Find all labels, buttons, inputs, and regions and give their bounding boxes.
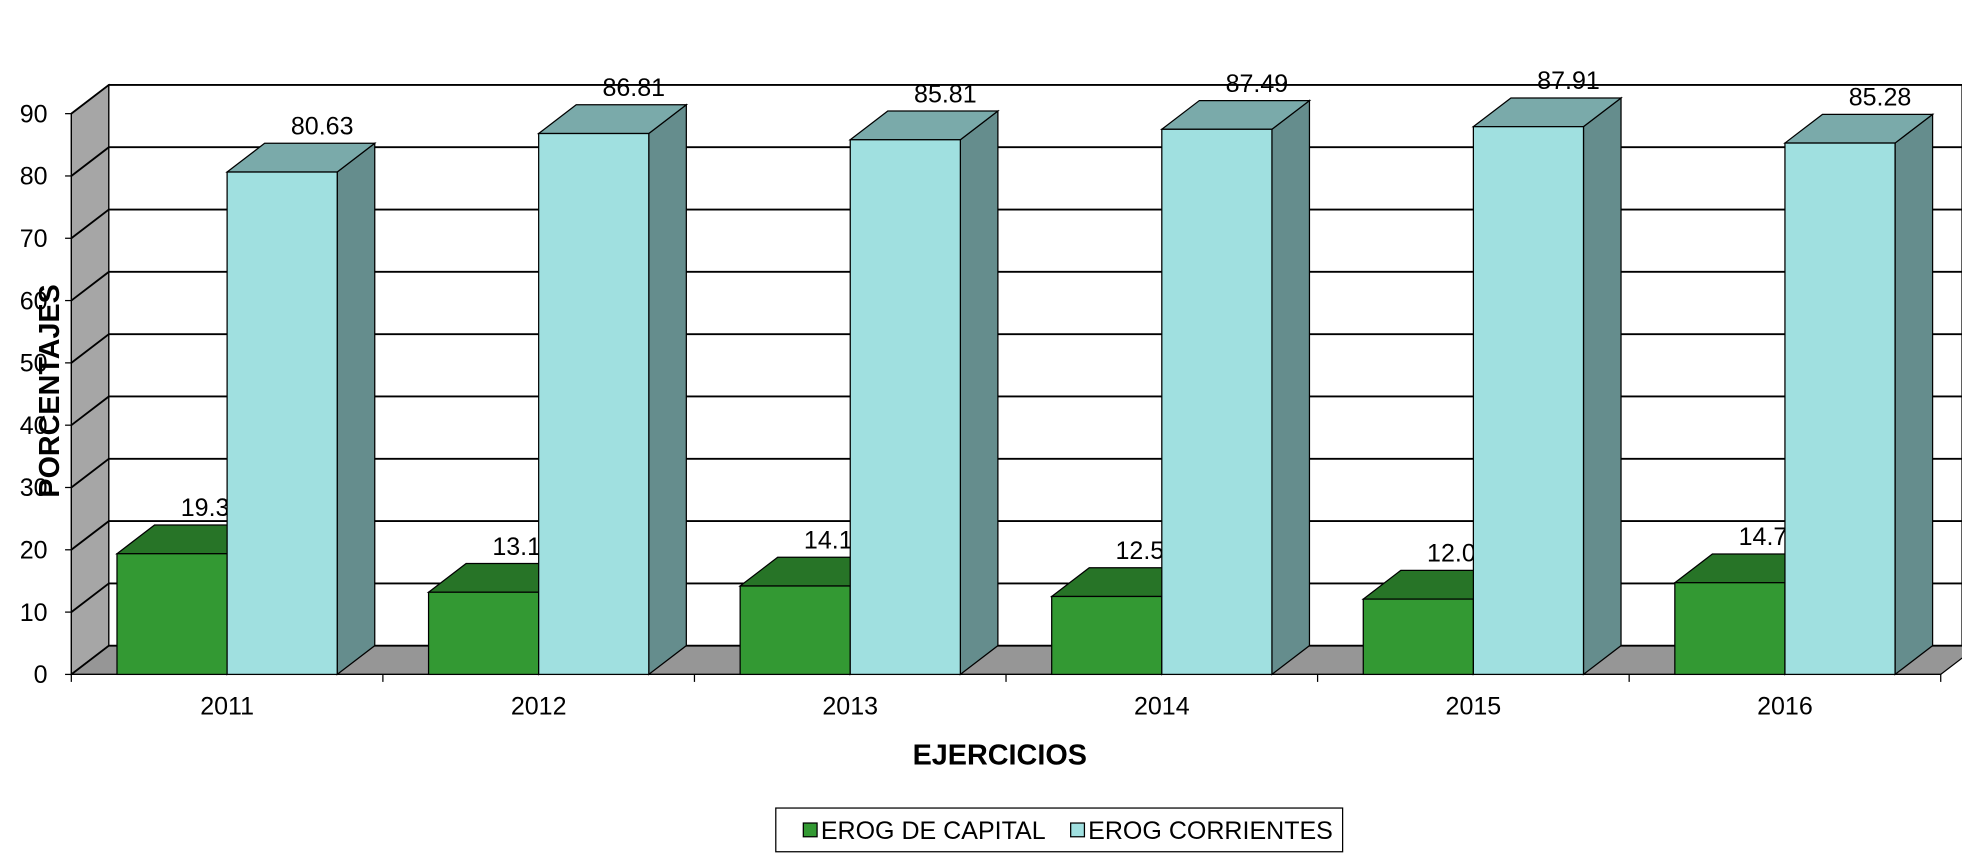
bar-side — [1894, 113, 1934, 676]
grid-line — [70, 520, 1962, 551]
legend-swatch — [802, 822, 818, 838]
bar — [1783, 113, 1935, 676]
y-tick-label: 0 — [34, 661, 48, 689]
bar-front — [427, 591, 540, 676]
bar-front — [1051, 595, 1163, 676]
value-label: 87.49 — [1226, 70, 1289, 98]
x-tick-label: 2013 — [822, 692, 878, 720]
y-tick-label: 60 — [20, 287, 48, 315]
legend: EROG DE CAPITAL EROG CORRIENTES — [775, 807, 1344, 853]
bar — [225, 142, 377, 676]
grid-line — [70, 582, 1962, 613]
value-label: 85.81 — [914, 80, 977, 108]
value-label: 80.63 — [291, 113, 354, 141]
bar-side — [1582, 96, 1622, 676]
y-tick-label: 40 — [20, 412, 48, 440]
grid-line — [70, 644, 1962, 676]
grid-line — [70, 395, 1962, 426]
bar — [536, 103, 689, 676]
bar-front — [1674, 582, 1786, 676]
bar-front — [538, 132, 650, 676]
legend-label: EROG CORRIENTES — [1088, 817, 1333, 845]
left-wall — [70, 83, 110, 676]
bar-front — [116, 553, 228, 676]
y-tick-label: 10 — [20, 599, 48, 627]
x-axis-title: EJERCICIOS — [913, 739, 1087, 771]
legend-box — [775, 807, 1344, 853]
bar-side — [336, 142, 376, 676]
grid-line — [70, 270, 1962, 302]
x-tick-label: 2011 — [200, 692, 254, 720]
y-tick-label: 30 — [20, 474, 48, 502]
y-tick-label: 20 — [20, 537, 48, 565]
value-label: 86.81 — [602, 74, 665, 102]
grid-line — [70, 146, 1962, 177]
value-label: 85.28 — [1849, 84, 1912, 112]
x-tick-label: 2015 — [1446, 692, 1502, 720]
legend-swatch — [1070, 822, 1086, 838]
value-label: 87.91 — [1537, 67, 1600, 95]
y-tick-label: 50 — [20, 350, 48, 378]
y-axis-title: PORCENTAJES — [34, 284, 66, 497]
x-tick-label: 2012 — [511, 692, 567, 720]
y-tick-label: 80 — [20, 163, 48, 191]
grid-line — [70, 83, 1962, 115]
bar-front — [1362, 598, 1475, 676]
bar-front — [226, 171, 338, 676]
bar-front — [1784, 142, 1896, 676]
y-tick-label: 70 — [20, 225, 48, 253]
bar — [1471, 96, 1623, 676]
bar-front — [1472, 126, 1585, 676]
grid-line — [70, 457, 1962, 489]
bar-front — [739, 585, 851, 676]
bar-front — [849, 139, 961, 676]
y-tick-label: 90 — [20, 100, 48, 128]
bar — [1159, 99, 1312, 676]
bar-side — [959, 109, 999, 676]
x-tick-label: 2014 — [1134, 692, 1190, 720]
grid-line — [70, 208, 1962, 240]
bar-side — [1271, 99, 1311, 676]
bar-side — [648, 103, 687, 676]
bar — [848, 109, 1000, 676]
legend-label: EROG DE CAPITAL — [821, 817, 1046, 845]
grid-line — [70, 333, 1962, 364]
x-tick-label: 2016 — [1757, 692, 1813, 720]
back-wall — [108, 84, 1962, 647]
bar-front — [1161, 128, 1273, 676]
